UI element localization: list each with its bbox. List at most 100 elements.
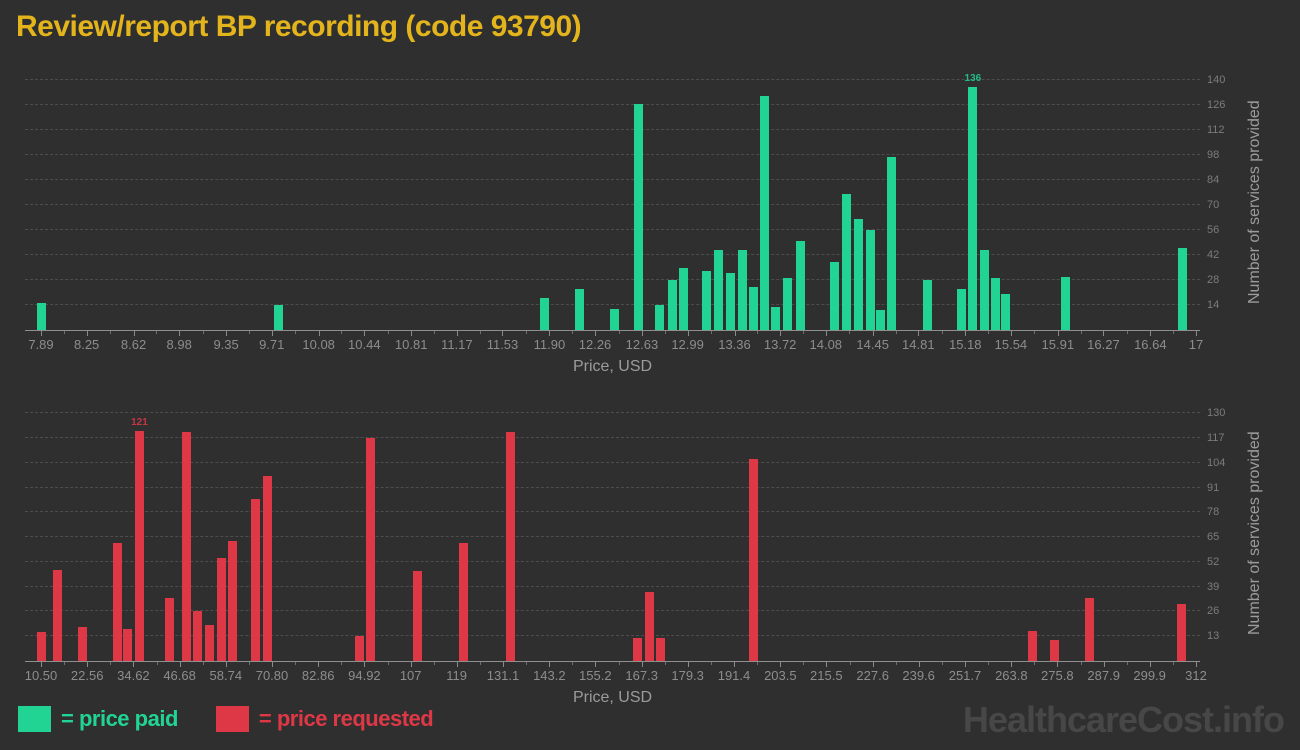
minor-tick-mark bbox=[803, 662, 805, 665]
x-tick-label: 15.91 bbox=[1041, 337, 1075, 352]
x-tick-label: 251.7 bbox=[948, 668, 982, 683]
y-tick-label: 117 bbox=[1207, 432, 1225, 445]
x-tick-label: 94.92 bbox=[348, 668, 381, 683]
x-tick-label: 263.8 bbox=[995, 668, 1028, 683]
y-tick-label: 56 bbox=[1207, 224, 1220, 237]
max-bar-value-label: 121 bbox=[131, 416, 148, 428]
x-tick-label: 203.5 bbox=[764, 668, 797, 683]
x-tick-label: 13.36 bbox=[718, 337, 751, 352]
tick-mark bbox=[226, 331, 228, 336]
minor-tick-mark bbox=[895, 331, 897, 334]
tick-mark bbox=[780, 331, 782, 336]
bar-price-requested bbox=[36, 632, 46, 661]
bar-price-paid bbox=[713, 249, 723, 330]
minor-tick-mark bbox=[1034, 331, 1036, 334]
bar-price-requested bbox=[413, 571, 423, 661]
minor-tick-mark bbox=[710, 662, 712, 665]
bar-price-requested bbox=[1049, 640, 1059, 661]
bar-price-paid bbox=[760, 96, 770, 330]
bar-price-paid bbox=[770, 306, 780, 330]
minor-tick-mark bbox=[156, 331, 158, 334]
tick-mark bbox=[549, 662, 551, 667]
tick-mark bbox=[918, 662, 920, 667]
x-tick-label: 22.56 bbox=[70, 668, 104, 683]
y-tick-label: 39 bbox=[1207, 580, 1220, 593]
gridline bbox=[25, 412, 1200, 414]
tick-mark bbox=[1150, 331, 1152, 336]
minor-tick-mark bbox=[988, 662, 990, 665]
bar-price-requested bbox=[134, 430, 144, 661]
minor-tick-mark bbox=[387, 331, 389, 334]
tick-mark bbox=[965, 331, 967, 336]
x-tick-label: 227.6 bbox=[856, 668, 889, 683]
x-tick-label: 10.44 bbox=[348, 337, 381, 352]
bar-price-requested bbox=[354, 636, 364, 661]
bar-price-paid bbox=[795, 240, 805, 330]
tick-mark bbox=[272, 662, 273, 667]
bar-price-paid bbox=[539, 297, 549, 330]
tick-mark bbox=[410, 662, 412, 667]
y-tick-label: 70 bbox=[1207, 199, 1220, 212]
x-tick-label: 13.72 bbox=[763, 337, 797, 352]
gridline bbox=[25, 304, 1200, 306]
gridline bbox=[25, 254, 1200, 256]
gridline bbox=[25, 536, 1200, 538]
site-watermark: HealthcareCost.info bbox=[962, 699, 1285, 740]
bar-price-paid bbox=[1177, 247, 1187, 330]
x-tick-label: 10.08 bbox=[302, 337, 335, 352]
x-tick-label: 287.9 bbox=[1087, 668, 1120, 683]
tick-mark bbox=[133, 662, 135, 667]
minor-tick-mark bbox=[1173, 331, 1175, 334]
gridline bbox=[25, 486, 1200, 488]
price-requested-swatch bbox=[215, 706, 249, 732]
y-tick-label: 104 bbox=[1207, 456, 1226, 469]
y-tick-label: 112 bbox=[1207, 124, 1225, 137]
bar-price-requested bbox=[164, 598, 174, 661]
gridline bbox=[25, 129, 1200, 131]
minor-tick-mark bbox=[572, 662, 574, 665]
tick-mark bbox=[41, 331, 42, 336]
x-axis-ticks-price-requested: 10.50 22.56 34.62 46.68 58.74 70.80 82.86 94.92… bbox=[25, 668, 1207, 686]
x-tick-label: 191.4 bbox=[717, 668, 751, 683]
price-paid-swatch bbox=[18, 706, 51, 732]
bar-price-paid bbox=[887, 157, 897, 330]
minor-tick-mark bbox=[572, 331, 574, 334]
x-tick-label: 46.68 bbox=[163, 668, 196, 683]
x-tick-label: 16.27 bbox=[1087, 337, 1120, 352]
x-tick-label: 17 bbox=[1188, 337, 1204, 352]
bar-price-requested bbox=[459, 542, 469, 661]
tick-mark bbox=[872, 331, 874, 336]
minor-tick-mark bbox=[479, 662, 481, 665]
bar-price-paid bbox=[830, 262, 840, 330]
x-tick-label: 131.1 bbox=[486, 668, 520, 683]
gridline bbox=[25, 461, 1200, 463]
y-tick-label: 126 bbox=[1207, 99, 1226, 112]
tick-mark bbox=[271, 331, 273, 336]
minor-tick-mark bbox=[526, 662, 528, 665]
tick-mark bbox=[1149, 662, 1151, 667]
price-requested-label: = price requested bbox=[258, 706, 434, 731]
tick-mark bbox=[1196, 331, 1197, 336]
x-tick-label: 8.98 bbox=[166, 337, 192, 352]
x-tick-label: 11.17 bbox=[441, 337, 473, 352]
bar-price-paid bbox=[633, 103, 643, 330]
tick-mark bbox=[502, 331, 504, 336]
x-tick-label: 11.90 bbox=[533, 337, 566, 352]
minor-tick-mark bbox=[802, 331, 804, 334]
x-tick-label: 239.6 bbox=[902, 668, 935, 683]
x-tick-label: 9.35 bbox=[213, 337, 239, 352]
tick-mark bbox=[641, 662, 643, 667]
x-tick-label: 14.08 bbox=[809, 337, 843, 352]
bar-price-requested bbox=[632, 638, 642, 661]
x-tick-label: 12.99 bbox=[671, 337, 704, 352]
y-tick-label: 91 bbox=[1207, 481, 1220, 494]
tick-mark bbox=[179, 662, 181, 667]
tick-mark bbox=[780, 662, 782, 667]
bar-price-paid bbox=[737, 249, 747, 330]
bar-price-paid bbox=[655, 305, 665, 330]
tick-mark bbox=[318, 331, 320, 336]
tick-mark bbox=[503, 662, 504, 667]
minor-tick-mark bbox=[618, 662, 620, 665]
tick-mark bbox=[1103, 662, 1105, 667]
x-axis-ticks-price-paid: 7.89 8.25 8.62 8.98 9.35 9.71 10.08 10.44 10.81 1… bbox=[25, 337, 1204, 355]
